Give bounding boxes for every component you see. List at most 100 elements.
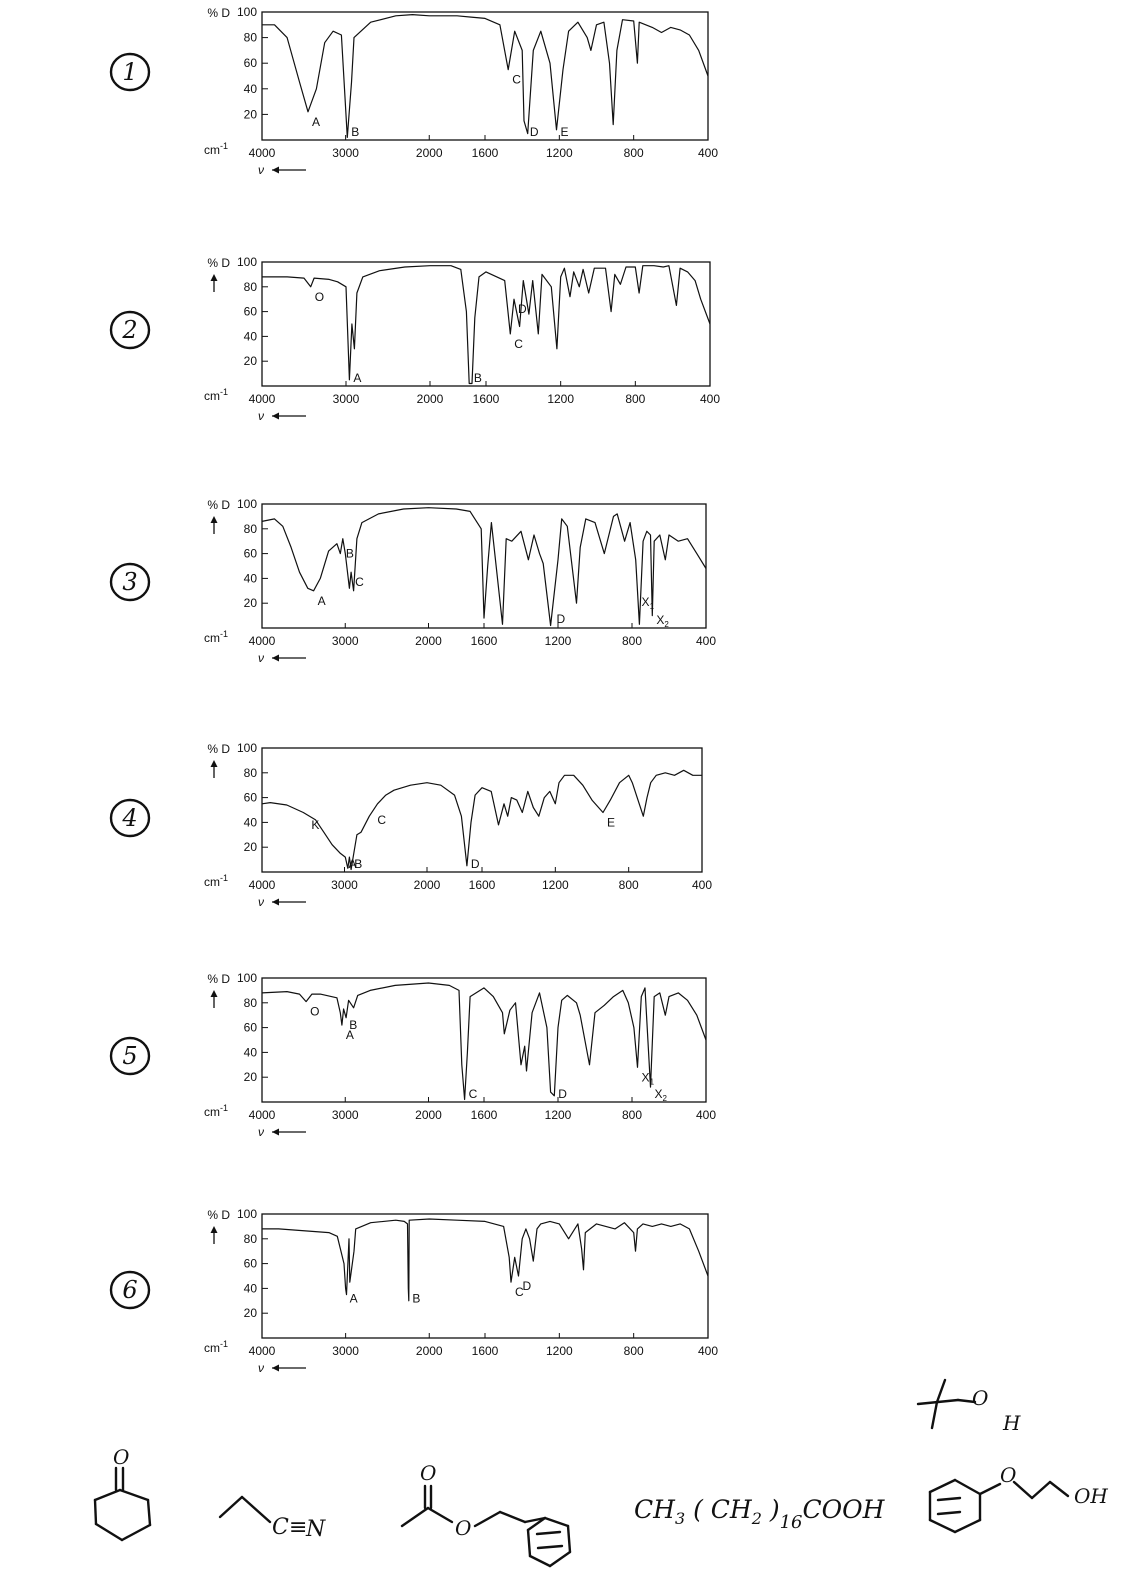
peak-label-x2: X2 <box>655 1087 668 1103</box>
peak-label-b: B <box>346 547 354 561</box>
x-tick-label: 2000 <box>414 878 441 892</box>
x-tick-label: 1200 <box>545 634 572 648</box>
y-axis-arrowhead <box>210 274 218 281</box>
y-tick-label: 60 <box>244 1021 258 1035</box>
peak-label-e: E <box>561 125 569 139</box>
propionitrile-triple-bond: ≡ <box>289 1515 307 1540</box>
y-axis-label: % D <box>207 6 230 20</box>
y-tick-label: 20 <box>244 840 258 854</box>
y-tick-label: 60 <box>244 305 258 319</box>
x-tick-label: 400 <box>698 1344 718 1358</box>
x-tick-label: 1600 <box>473 392 500 406</box>
y-tick-label: 40 <box>244 82 258 96</box>
spectrum-trace <box>261 982 707 1101</box>
phenoxyethanol-hydroxyl: OH <box>1074 1484 1108 1508</box>
y-tick-label: 20 <box>244 1070 258 1084</box>
x-tick-label: 1200 <box>545 1108 572 1122</box>
y-tick-label: 60 <box>244 791 258 805</box>
y-tick-label: 80 <box>244 280 258 294</box>
x-tick-label: 1600 <box>472 1344 499 1358</box>
peak-label-c: C <box>515 1285 524 1299</box>
propionitrile-carbon-label: C <box>272 1515 289 1540</box>
y-tick-label: 60 <box>244 547 258 561</box>
x-tick-label: 3000 <box>332 634 359 648</box>
spectrum-number-circle <box>109 1270 151 1310</box>
x-tick-label: 3000 <box>332 1344 359 1358</box>
direction-arrowhead <box>272 1364 279 1372</box>
y-tick-label: 80 <box>244 766 258 780</box>
y-axis-label: % D <box>207 498 230 512</box>
peak-label-c: C <box>514 337 523 351</box>
x-tick-label: 1200 <box>542 878 569 892</box>
propionitrile-nitrogen-label: N <box>305 1517 326 1542</box>
y-tick-label: 100 <box>237 971 257 985</box>
spectrum-number-circle <box>109 52 151 92</box>
peak-label-d: D <box>471 857 480 871</box>
nu-symbol: ν <box>258 163 264 177</box>
direction-arrowhead <box>272 1128 279 1136</box>
y-axis-label: % D <box>207 742 230 756</box>
x-tick-label: 2000 <box>415 1108 442 1122</box>
benzyl-acetate-carbonyl-oxygen: O <box>420 1461 436 1485</box>
ir-spectrum-3: 20 40 60 80 100 % D 4000 3000 2000 1600 1200 800 400… <box>109 497 716 665</box>
y-tick-label: 80 <box>244 522 258 536</box>
y-axis-arrowhead <box>210 760 218 767</box>
x-tick-label: 4000 <box>249 1344 276 1358</box>
x-tick-label: 3000 <box>332 1108 359 1122</box>
x-tick-label: 800 <box>622 634 642 648</box>
direction-arrowhead <box>272 166 279 174</box>
spectrum-number: 6 <box>122 1276 137 1304</box>
spectrum-trace <box>262 14 709 138</box>
structure-propionitrile <box>218 1495 272 1524</box>
y-tick-label: 100 <box>237 5 257 19</box>
peak-label-d: D <box>558 1087 567 1101</box>
x-tick-label: 400 <box>692 878 712 892</box>
spectrum-trace <box>262 1218 709 1302</box>
direction-arrowhead <box>272 654 279 662</box>
peak-label-b: B <box>412 1291 420 1305</box>
nu-symbol: ν <box>258 651 264 665</box>
y-axis-label: % D <box>207 972 230 986</box>
peak-label-b: B <box>351 125 359 139</box>
y-axis-arrowhead <box>210 990 218 997</box>
x-tick-label: 800 <box>624 146 644 160</box>
spectrum-trace <box>261 769 702 871</box>
peak-label-d: D <box>556 612 565 626</box>
x-tick-label: 800 <box>624 1344 644 1358</box>
structure-phenoxyethanol <box>928 1478 1070 1534</box>
x-tick-label: 1200 <box>546 146 573 160</box>
structure-tert-butanol <box>916 1378 977 1430</box>
peak-label-a: A <box>349 857 357 871</box>
peak-label-e: E <box>607 815 615 829</box>
spectrum-number: 3 <box>122 568 137 596</box>
peak-label-c: C <box>377 813 386 827</box>
x-tick-label: 4000 <box>249 878 276 892</box>
x-unit-label: cm-1 <box>204 1339 228 1355</box>
x-tick-label: 800 <box>619 878 639 892</box>
ir-spectrum-6: 20 40 60 80 100 % D 4000 3000 2000 1600 1200 800 400… <box>109 1207 718 1375</box>
tert-butanol-oxygen-label: O <box>972 1386 988 1410</box>
structure-cyclohexanone <box>93 1466 152 1542</box>
y-tick-label: 80 <box>244 31 258 45</box>
x-tick-label: 3000 <box>333 392 360 406</box>
x-tick-label: 4000 <box>249 634 276 648</box>
peak-label-x1: X1 <box>642 1070 655 1086</box>
x-tick-label: 3000 <box>331 878 358 892</box>
x-unit-label: cm-1 <box>204 387 228 403</box>
plot-frame <box>261 261 711 387</box>
y-tick-label: 40 <box>244 1045 258 1059</box>
x-tick-label: 2000 <box>416 1344 443 1358</box>
y-tick-label: 100 <box>237 1207 257 1221</box>
x-tick-label: 400 <box>696 634 716 648</box>
y-tick-label: 60 <box>244 56 258 70</box>
ir-spectrum-5: 20 40 60 80 100 % D 4000 3000 2000 1600 1200 800 400… <box>109 971 716 1139</box>
y-axis-arrowhead <box>210 516 218 523</box>
x-tick-label: 4000 <box>249 1108 276 1122</box>
spectrum-number-circle <box>109 310 151 350</box>
x-tick-label: 2000 <box>415 634 442 648</box>
spectrum-trace <box>262 265 711 385</box>
x-tick-label: 1200 <box>547 392 574 406</box>
x-tick-label: 3000 <box>332 146 359 160</box>
y-tick-label: 20 <box>244 596 258 610</box>
ir-spectra-group: 20 40 60 80 100 % D 4000 3000 2000 1600 1200 800 400… <box>109 5 720 1375</box>
